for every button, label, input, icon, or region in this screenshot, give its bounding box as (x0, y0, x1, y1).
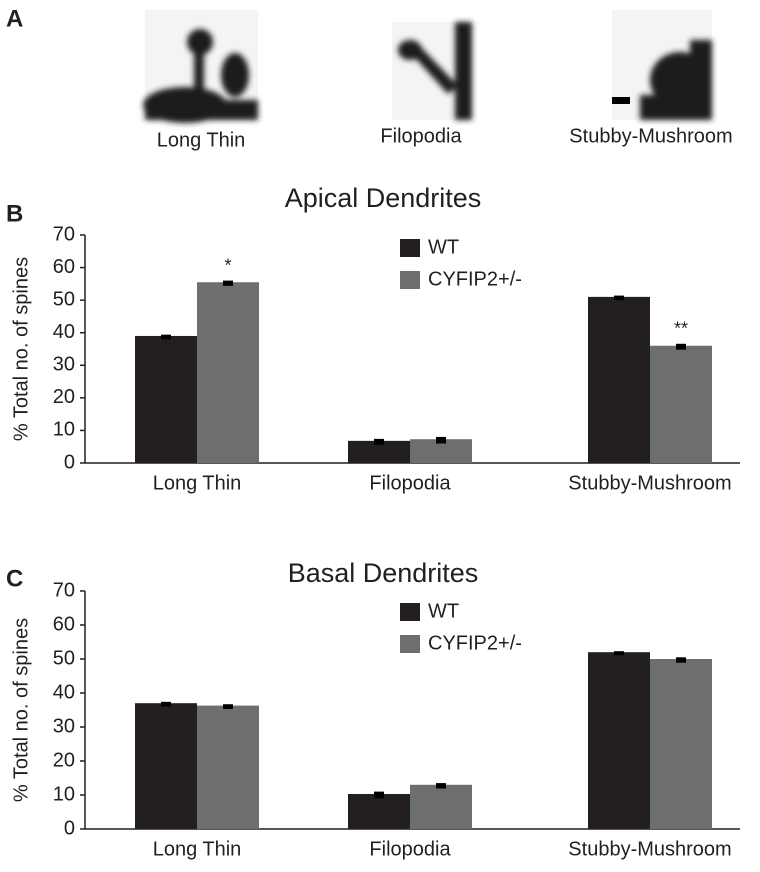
bar (588, 296, 650, 463)
bar (650, 659, 712, 829)
y-tick-label: 0 (64, 817, 75, 839)
error-bar (374, 791, 384, 799)
legend-swatch (400, 635, 420, 653)
error-bar (676, 657, 686, 663)
panel-label: A (6, 5, 23, 32)
y-tick-label: 10 (53, 419, 75, 441)
y-tick-label: 10 (53, 783, 75, 805)
error-bar (436, 436, 446, 444)
significance-marker: * (224, 255, 231, 275)
error-bar (223, 280, 233, 286)
x-tick-label: Filopodia (369, 472, 451, 494)
image-caption: Stubby-Mushroom (569, 125, 732, 147)
x-tick-label: Long Thin (153, 472, 242, 494)
bar (135, 335, 197, 463)
legend-swatch (400, 271, 420, 289)
y-tick-label: 0 (64, 451, 75, 473)
bar (135, 703, 197, 829)
bar (588, 652, 650, 829)
y-axis-label: % Total no. of spines (10, 618, 32, 802)
bar (410, 784, 472, 829)
legend-swatch (400, 603, 420, 621)
chart-title: Basal Dendrites (288, 558, 479, 588)
error-bar (161, 701, 171, 707)
significance-marker: ** (674, 319, 688, 339)
image-caption: Long Thin (157, 129, 246, 151)
panel-label: C (6, 565, 23, 592)
chart-title: Apical Dendrites (285, 183, 482, 213)
y-tick-label: 20 (53, 749, 75, 771)
error-bar (374, 438, 384, 445)
bar (650, 345, 712, 463)
error-bar (436, 783, 446, 789)
error-bar (161, 334, 171, 340)
image-caption: Filopodia (380, 125, 462, 147)
y-tick-label: 50 (53, 288, 75, 310)
error-bar (614, 295, 624, 301)
bar (348, 793, 410, 829)
y-tick-label: 40 (53, 321, 75, 343)
y-tick-label: 70 (53, 223, 75, 245)
panel-label: B (6, 200, 23, 227)
y-tick-label: 20 (53, 386, 75, 408)
y-tick-label: 60 (53, 613, 75, 635)
y-tick-label: 30 (53, 354, 75, 376)
spine-image (143, 10, 258, 123)
y-tick-label: 60 (53, 256, 75, 278)
y-axis-label: % Total no. of spines (10, 257, 32, 441)
spine-image (392, 22, 472, 120)
error-bar (676, 343, 686, 350)
error-bar (223, 704, 233, 709)
spine-image (612, 10, 712, 120)
x-tick-label: Long Thin (153, 838, 242, 860)
legend-label: WT (428, 236, 459, 258)
bar (410, 439, 472, 463)
x-tick-label: Filopodia (369, 838, 451, 860)
y-tick-label: 70 (53, 579, 75, 601)
legend-label: CYFIP2+/- (428, 632, 522, 654)
bar (348, 440, 410, 463)
bar (197, 282, 259, 463)
x-tick-label: Stubby-Mushroom (568, 838, 731, 860)
bar (197, 705, 259, 829)
legend-label: WT (428, 600, 459, 622)
legend-swatch (400, 239, 420, 257)
y-tick-label: 40 (53, 681, 75, 703)
y-tick-label: 30 (53, 715, 75, 737)
x-tick-label: Stubby-Mushroom (568, 472, 731, 494)
legend-label: CYFIP2+/- (428, 268, 522, 290)
y-tick-label: 50 (53, 647, 75, 669)
error-bar (614, 651, 624, 656)
